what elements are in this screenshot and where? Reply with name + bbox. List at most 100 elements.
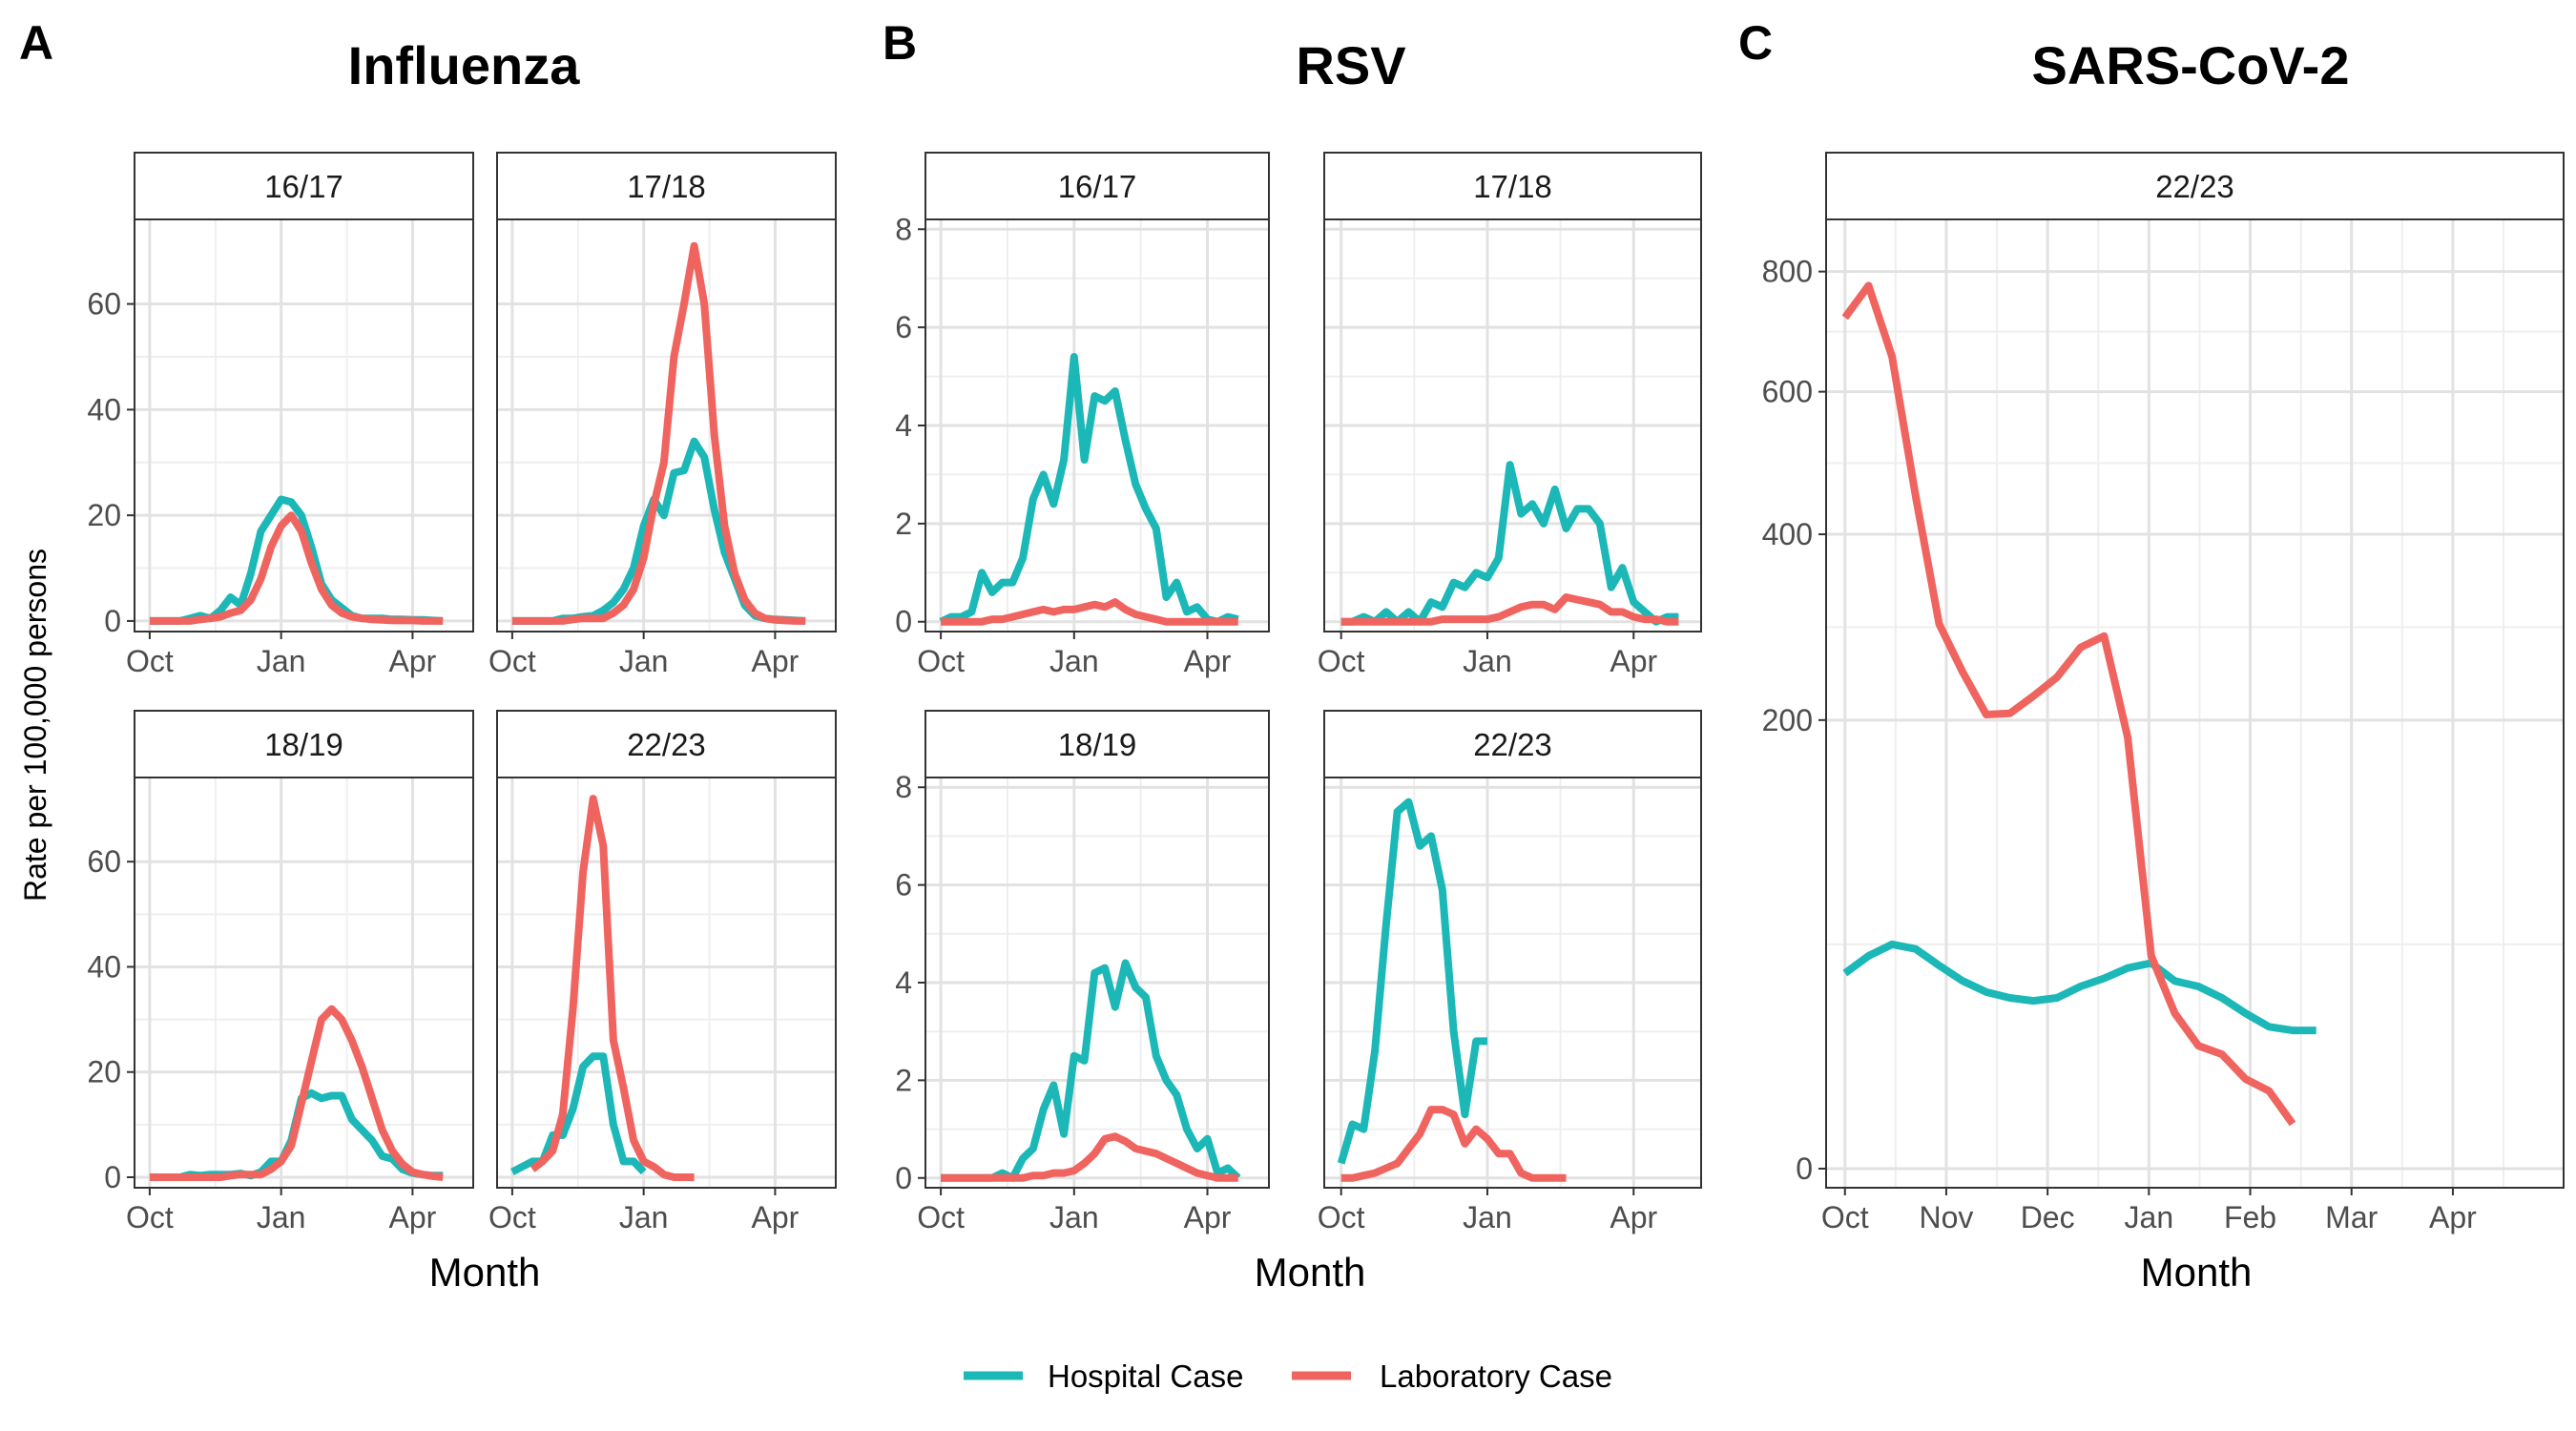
facet-strip (496, 710, 837, 778)
facet-strip-label: 18/19 (1058, 727, 1137, 762)
plot-border (134, 218, 474, 633)
plot-area (134, 218, 474, 633)
x-tick-label: Oct (917, 1200, 965, 1234)
facet-strip (924, 152, 1270, 220)
y-tick-label: 40 (87, 949, 121, 984)
plot-border (1323, 218, 1702, 633)
series-line-laboratory (149, 511, 444, 625)
y-tick-label: 200 (1762, 703, 1813, 737)
plot-border (496, 777, 837, 1189)
legend: Hospital Case Laboratory Case (964, 1358, 1612, 1394)
panel-label-c: C (1738, 16, 1773, 70)
plot-area (1825, 218, 2565, 1189)
x-tick-label: Apr (1610, 644, 1657, 678)
x-tick-label: Jan (257, 1200, 306, 1234)
x-tick-label: Feb (2224, 1200, 2276, 1234)
facet-a-3: 18/19 Oct Jan Apr 0 20 40 60 (87, 710, 474, 1234)
x-axis-title-sars-cov-2: Month (2141, 1250, 2253, 1295)
facet-c-1: 22/23 Oct Nov Dec Jan Feb Mar Apr 0 200 400 600 800 (1762, 152, 2565, 1234)
x-tick-label: Oct (488, 1200, 536, 1234)
y-tick-label: 20 (87, 498, 121, 532)
y-tick-label: 400 (1762, 517, 1813, 551)
x-tick-label: Jan (1463, 1200, 1512, 1234)
facet-strip-label: 16/17 (264, 169, 343, 204)
x-tick-label: Jan (619, 644, 669, 678)
y-tick-label: 8 (895, 212, 912, 246)
y-tick-label: 40 (87, 392, 121, 426)
plot-area (134, 777, 474, 1189)
y-tick-label: 0 (895, 605, 912, 639)
panel-label-b: B (883, 16, 917, 70)
y-tick-label: 0 (895, 1161, 912, 1195)
x-tick-label: Apr (1184, 644, 1232, 678)
facet-strip (1323, 152, 1702, 220)
x-tick-label: Mar (2325, 1200, 2378, 1234)
y-tick-label: 0 (1796, 1151, 1813, 1186)
x-tick-label: Nov (1919, 1200, 1973, 1234)
y-tick-label: 0 (104, 1160, 121, 1194)
x-axis-title-influenza: Month (429, 1250, 541, 1295)
y-tick-label: 60 (87, 287, 121, 321)
series-line-laboratory (941, 1132, 1238, 1182)
x-tick-label: Jan (257, 644, 306, 678)
x-tick-label: Apr (752, 644, 800, 678)
x-tick-label: Jan (2125, 1200, 2174, 1234)
x-tick-label: Jan (619, 1200, 669, 1234)
plot-border (1323, 777, 1702, 1189)
y-tick-label: 2 (895, 507, 912, 541)
series-line-hospital (939, 353, 1239, 626)
facet-strip-label: 17/18 (627, 169, 706, 204)
x-tick-label: Apr (2429, 1200, 2477, 1234)
y-tick-label: 600 (1762, 375, 1813, 409)
series-line-hospital (1842, 940, 2316, 1035)
facet-strip (134, 710, 474, 778)
facet-strip (1323, 710, 1702, 778)
facet-strip (1825, 152, 2565, 220)
facet-strip-label: 18/19 (264, 727, 343, 762)
x-tick-label: Oct (126, 644, 174, 678)
x-tick-label: Jan (1049, 1200, 1099, 1234)
x-tick-label: Jan (1463, 644, 1512, 678)
series-line-hospital (510, 1052, 647, 1176)
x-axis-title-rsv: Month (1255, 1250, 1366, 1295)
panel-title-influenza: Influenza (348, 35, 581, 95)
y-tick-label: 4 (895, 408, 912, 443)
x-tick-label: Apr (1610, 1200, 1657, 1234)
x-tick-label: Oct (1821, 1200, 1869, 1234)
facet-strip-label: 16/17 (1058, 169, 1137, 204)
panel-title-rsv: RSV (1296, 35, 1405, 95)
facet-strip (924, 710, 1270, 778)
facet-b-2: 17/18 Oct Jan Apr (1318, 152, 1702, 678)
x-tick-label: Oct (1318, 1200, 1365, 1234)
series-line-hospital (1337, 798, 1487, 1165)
facet-b-1: 16/17 Oct Jan Apr 0 2 4 6 8 (895, 152, 1270, 678)
facet-strip-label: 22/23 (627, 727, 706, 762)
x-tick-label: Oct (917, 644, 965, 678)
facet-b-3: 18/19 Oct Jan Apr 0 2 4 6 8 (895, 710, 1270, 1234)
x-tick-label: Oct (126, 1200, 174, 1234)
y-tick-label: 4 (895, 965, 912, 1000)
series-line-laboratory (941, 598, 1238, 626)
y-tick-label: 0 (104, 604, 121, 638)
facet-strip (134, 152, 474, 220)
facet-b-4: 22/23 Oct Jan Apr (1318, 710, 1702, 1234)
y-tick-label: 20 (87, 1055, 121, 1089)
panel-label-a: A (19, 16, 53, 70)
y-tick-label: 60 (87, 844, 121, 879)
facet-a-1: 16/17 Oct Jan Apr 0 20 40 60 (87, 152, 474, 678)
series-line-laboratory (1841, 281, 2296, 1127)
facet-a-2: 17/18 Oct Jan Apr (488, 152, 837, 678)
facet-a-4: 22/23 Oct Jan Apr (488, 710, 837, 1234)
x-tick-label: Dec (2021, 1200, 2075, 1234)
panel-title-sars-cov-2: SARS-CoV-2 (2032, 35, 2350, 95)
y-tick-label: 6 (895, 310, 912, 344)
plot-border (496, 218, 837, 633)
legend-label-laboratory: Laboratory Case (1380, 1358, 1612, 1394)
series-line-laboratory (149, 1005, 444, 1181)
plot-border (1825, 218, 2565, 1189)
series-line-laboratory (1340, 1106, 1567, 1182)
y-tick-label: 2 (895, 1063, 912, 1097)
x-tick-label: Apr (752, 1200, 800, 1234)
